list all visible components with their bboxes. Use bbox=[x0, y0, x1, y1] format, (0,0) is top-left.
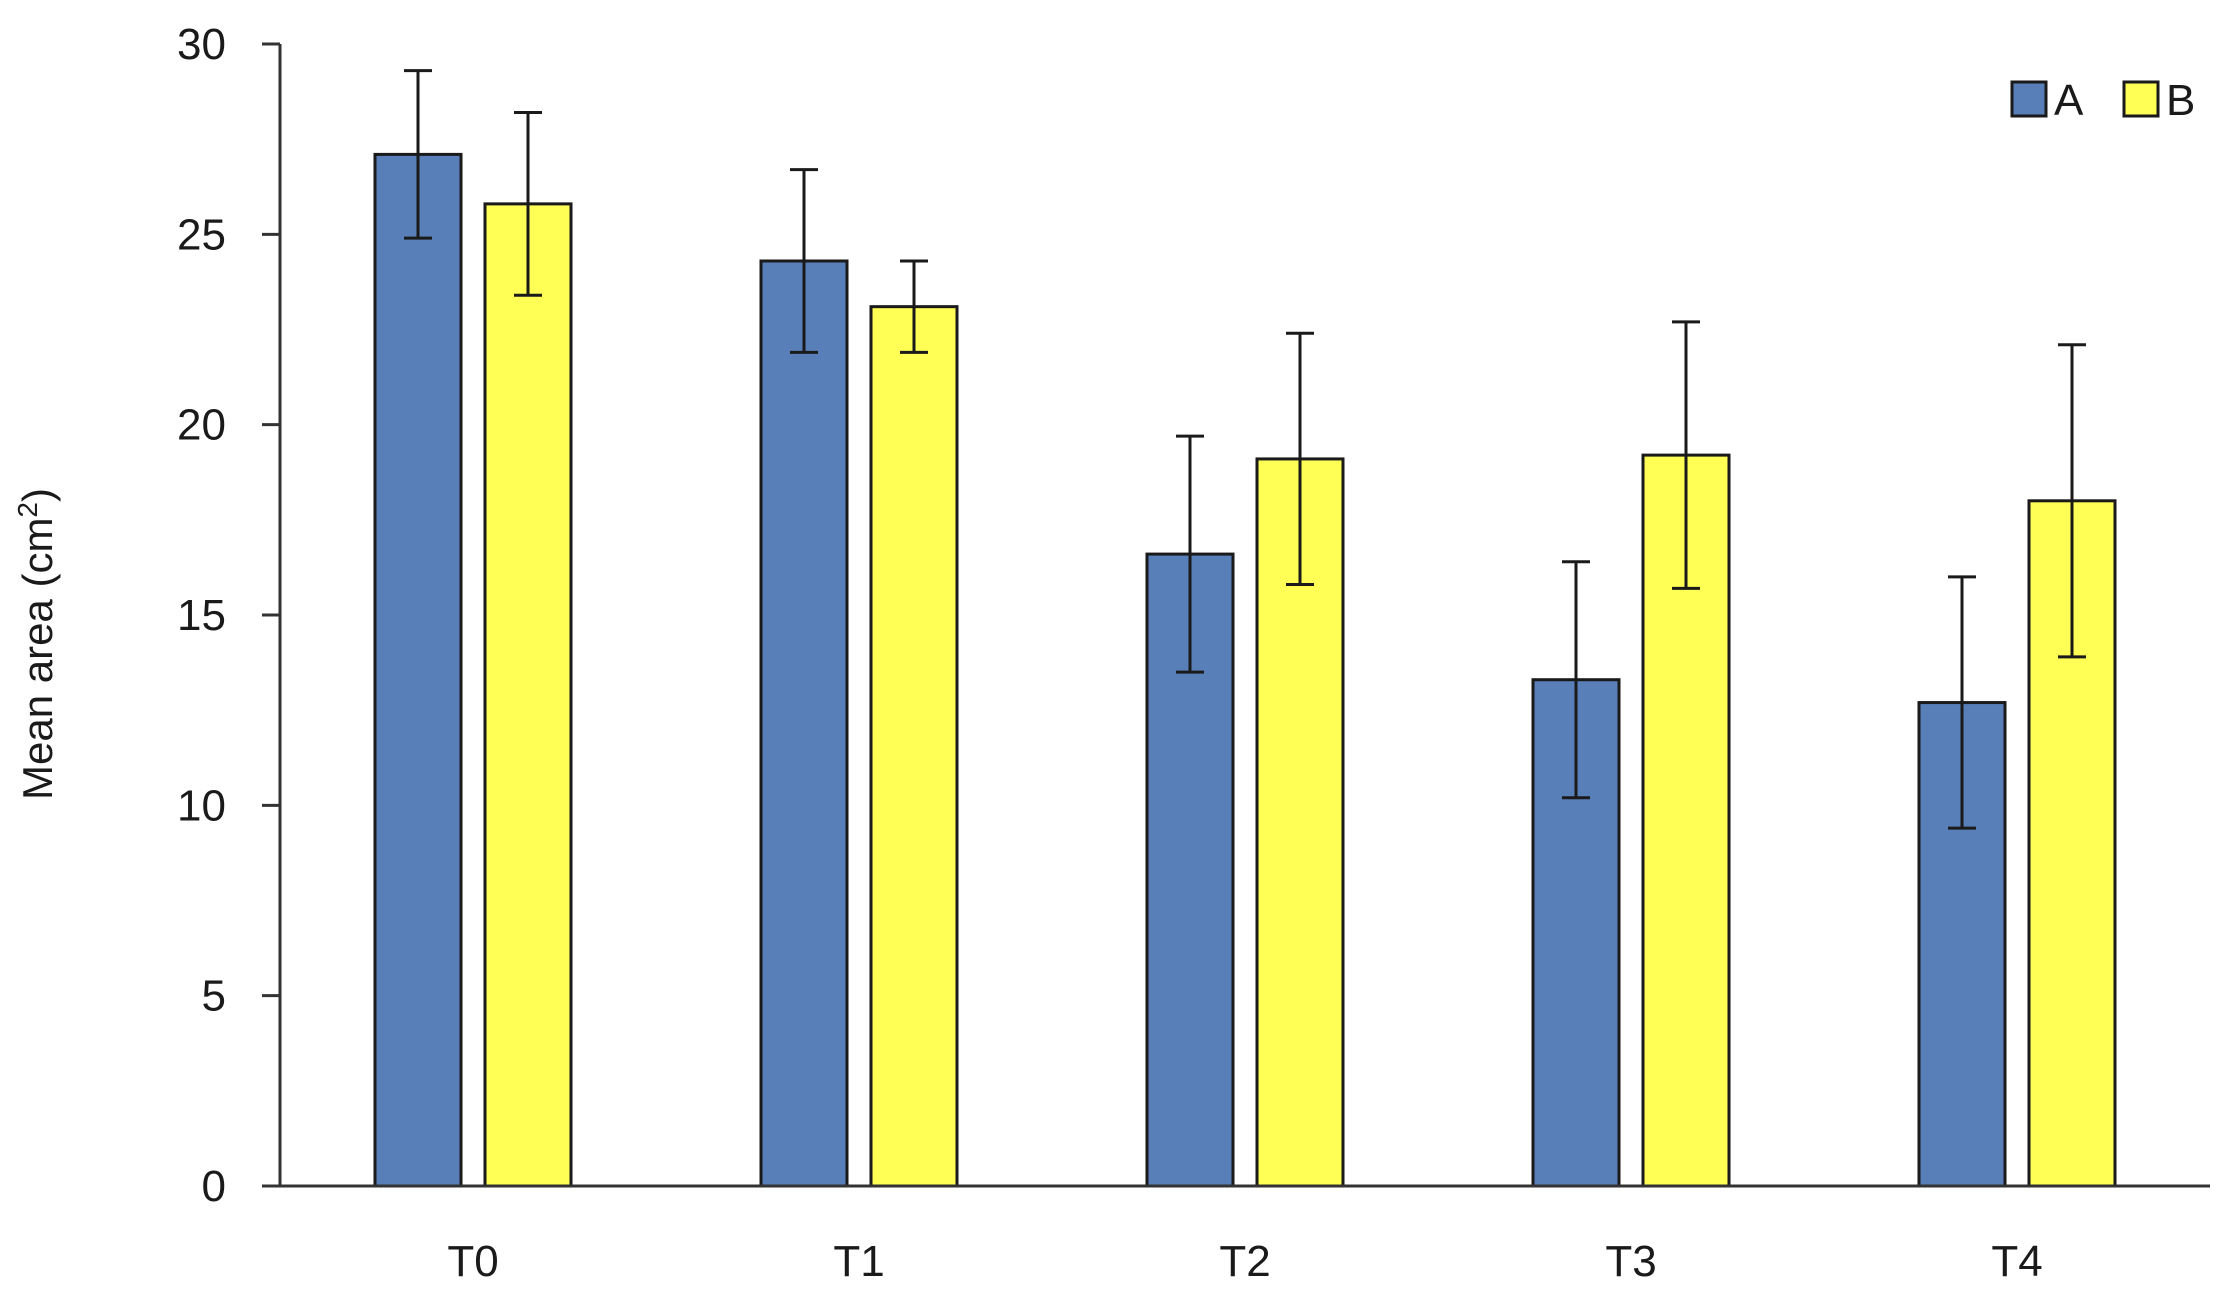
y-axis-label: Mean area (cm2) bbox=[12, 488, 62, 800]
error-bars bbox=[404, 69, 2086, 830]
legend-label-A: A bbox=[2054, 76, 2084, 125]
y-tick-label: 25 bbox=[177, 210, 226, 259]
bar-B-T0 bbox=[483, 202, 573, 1188]
y-tick-label: 20 bbox=[177, 401, 226, 450]
x-tick-label: T2 bbox=[1219, 1237, 1270, 1286]
x-axis: T0 T1 T2 T3 T4 bbox=[280, 1184, 2210, 1286]
x-tick-label: T0 bbox=[447, 1237, 498, 1286]
y-axis-label-superscript: 2 bbox=[12, 502, 43, 518]
y-tick-label: 5 bbox=[202, 972, 226, 1021]
x-tick-label: T4 bbox=[1991, 1237, 2042, 1286]
y-axis: 0 5 10 15 20 25 30 bbox=[177, 20, 282, 1211]
x-tick-label: T3 bbox=[1605, 1237, 1656, 1286]
y-axis-label-text: Mean area (cm bbox=[14, 518, 61, 800]
x-tick-label: T1 bbox=[833, 1237, 884, 1286]
y-tick-label: 0 bbox=[202, 1162, 226, 1211]
bar-B-T3 bbox=[1641, 453, 1731, 1188]
bars bbox=[373, 152, 2117, 1188]
y-tick-label: 10 bbox=[177, 781, 226, 830]
y-tick-label: 15 bbox=[177, 591, 226, 640]
legend-label-B: B bbox=[2166, 76, 2195, 125]
bar-A-T1 bbox=[759, 259, 849, 1188]
y-axis-label-suffix: ) bbox=[14, 488, 61, 502]
bar-B-T1 bbox=[869, 305, 959, 1188]
bar-A-T0 bbox=[373, 152, 463, 1188]
legend-swatch-A bbox=[2010, 80, 2048, 118]
legend-swatch-B bbox=[2122, 80, 2160, 118]
y-tick-label: 30 bbox=[177, 20, 226, 69]
